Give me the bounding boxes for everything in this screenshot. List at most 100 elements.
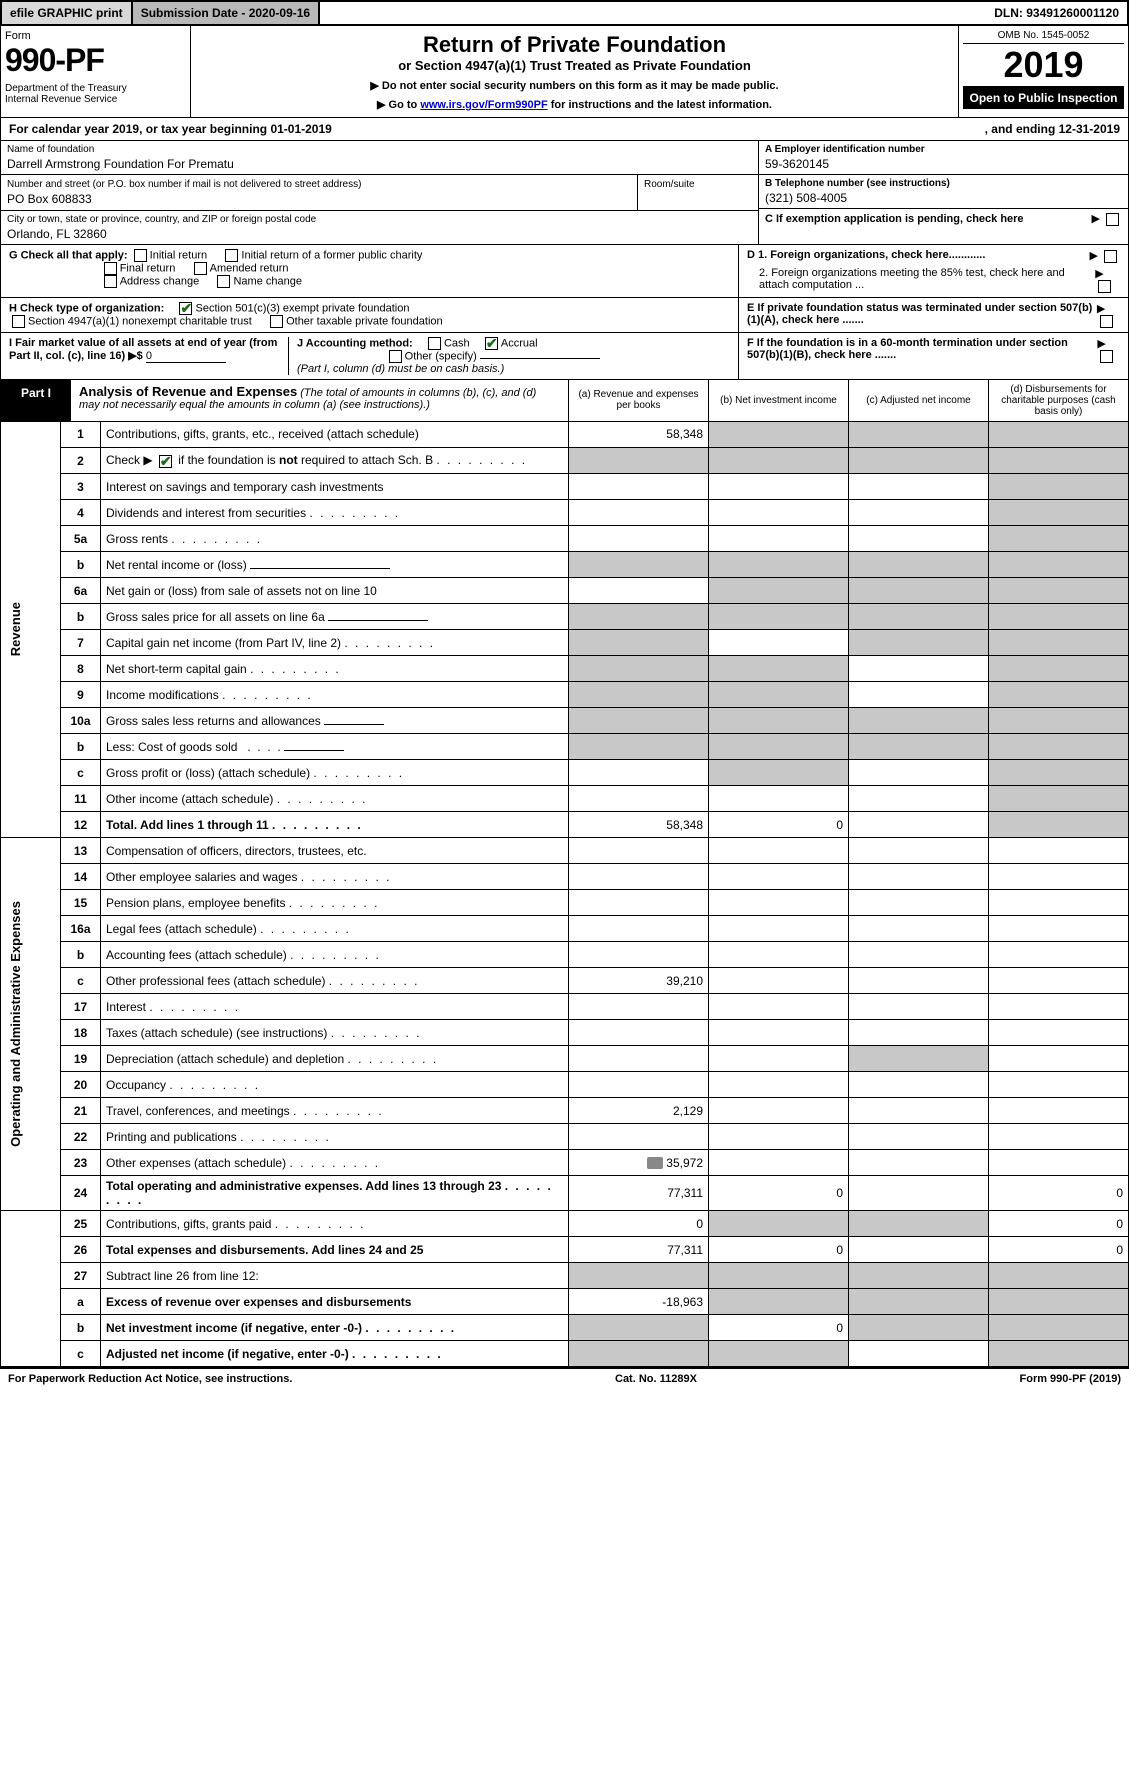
row-10b: b Less: Cost of goods sold . . . . [1, 734, 1129, 760]
row-26: 26 Total expenses and disbursements. Add… [1, 1237, 1129, 1263]
row-22: 22 Printing and publications [1, 1124, 1129, 1150]
part1-header: Part I Analysis of Revenue and Expenses … [0, 380, 1129, 422]
r12-a: 58,348 [569, 812, 709, 838]
g-initial-return-cb[interactable] [134, 249, 147, 262]
r4-a [569, 500, 709, 526]
r13-a [569, 838, 709, 864]
r10c-a [569, 760, 709, 786]
h2-label: Section 4947(a)(1) nonexempt charitable … [28, 315, 252, 327]
r16a-desc: Legal fees (attach schedule) [101, 916, 569, 942]
row-10a: 10a Gross sales less returns and allowan… [1, 708, 1129, 734]
r7-a [569, 630, 709, 656]
irs-link[interactable]: www.irs.gov/Form990PF [420, 99, 547, 111]
r24-d: 0 [989, 1176, 1129, 1211]
r16c-a: 39,210 [569, 968, 709, 994]
r6b-num: b [61, 604, 101, 630]
r6b-d [989, 604, 1129, 630]
city-cell: City or town, state or province, country… [1, 211, 758, 244]
j-other-input[interactable] [480, 358, 600, 359]
header-center: Return of Private Foundation or Section … [191, 26, 958, 117]
r11-c [849, 786, 989, 812]
r2-cb[interactable] [159, 455, 172, 468]
r8-c [849, 656, 989, 682]
g-address-change-cb[interactable] [104, 275, 117, 288]
e-section: E If private foundation status was termi… [738, 298, 1128, 332]
r27b-num: b [61, 1315, 101, 1341]
r26-desc: Total expenses and disbursements. Add li… [101, 1237, 569, 1263]
header-right: OMB No. 1545-0052 2019 Open to Public In… [958, 26, 1128, 117]
r10a-desc: Gross sales less returns and allowances [101, 708, 569, 734]
r26-a: 77,311 [569, 1237, 709, 1263]
part1-label: Part I [1, 380, 71, 421]
row-5b: b Net rental income or (loss) [1, 552, 1129, 578]
r8-a [569, 656, 709, 682]
d2-cb[interactable] [1098, 280, 1111, 293]
page-footer: For Paperwork Reduction Act Notice, see … [0, 1367, 1129, 1389]
entity-left: Name of foundation Darrell Armstrong Fou… [1, 141, 758, 244]
r16c-desc: Other professional fees (attach schedule… [101, 968, 569, 994]
r6a-a [569, 578, 709, 604]
j-cash: Cash [444, 337, 470, 349]
form-subtitle: or Section 4947(a)(1) Trust Treated as P… [199, 58, 950, 73]
e-cb[interactable] [1100, 315, 1113, 328]
d1-cb[interactable] [1104, 250, 1117, 263]
i-cell: I Fair market value of all assets at end… [9, 337, 289, 375]
row-13: Operating and Administrative Expenses 13… [1, 838, 1129, 864]
g-final-return-cb[interactable] [104, 262, 117, 275]
r13-desc: Compensation of officers, directors, tru… [101, 838, 569, 864]
r5b-desc: Net rental income or (loss) [101, 552, 569, 578]
r16a-num: 16a [61, 916, 101, 942]
note2-prefix: ▶ Go to [377, 99, 420, 111]
col-a-header: (a) Revenue and expenses per books [568, 380, 708, 421]
r9-a [569, 682, 709, 708]
g-amended-cb[interactable] [194, 262, 207, 275]
e-label: E If private foundation status was termi… [747, 302, 1097, 328]
r24-desc: Total operating and administrative expen… [101, 1176, 569, 1211]
i-j-f-row: I Fair market value of all assets at end… [1, 333, 1128, 379]
r18-num: 18 [61, 1020, 101, 1046]
h-other-cb[interactable] [270, 315, 283, 328]
c-checkbox[interactable] [1106, 213, 1119, 226]
r2-desc: Check ▶ if the foundation is not require… [101, 448, 569, 474]
foundation-name: Darrell Armstrong Foundation For Prematu [7, 155, 752, 171]
j-other-cb[interactable] [389, 350, 402, 363]
r27a-num: a [61, 1289, 101, 1315]
r27b-b: 0 [709, 1315, 849, 1341]
r3-a [569, 474, 709, 500]
f-cb[interactable] [1100, 350, 1113, 363]
attachment-icon[interactable] [647, 1157, 663, 1169]
row-27b: b Net investment income (if negative, en… [1, 1315, 1129, 1341]
row-23: 23 Other expenses (attach schedule) 35,9… [1, 1150, 1129, 1176]
phone-cell: B Telephone number (see instructions) (3… [759, 175, 1128, 209]
r8-num: 8 [61, 656, 101, 682]
r17-num: 17 [61, 994, 101, 1020]
r16b-num: b [61, 942, 101, 968]
r10a-d [989, 708, 1129, 734]
r10a-b [709, 708, 849, 734]
r13-num: 13 [61, 838, 101, 864]
r10c-c [849, 760, 989, 786]
r25-desc: Contributions, gifts, grants paid [101, 1211, 569, 1237]
entity-info-block: Name of foundation Darrell Armstrong Fou… [0, 141, 1129, 245]
r12-d [989, 812, 1129, 838]
r4-c [849, 500, 989, 526]
r1-b [709, 422, 849, 448]
r12-num: 12 [61, 812, 101, 838]
r6a-c [849, 578, 989, 604]
g-name-change-cb[interactable] [217, 275, 230, 288]
r9-d [989, 682, 1129, 708]
part1-title-cell: Analysis of Revenue and Expenses (The to… [71, 380, 568, 421]
r9-desc: Income modifications [101, 682, 569, 708]
j-cash-cb[interactable] [428, 337, 441, 350]
r19-num: 19 [61, 1046, 101, 1072]
omb-number: OMB No. 1545-0052 [963, 28, 1124, 44]
h-4947-cb[interactable] [12, 315, 25, 328]
j-accrual-cb[interactable] [485, 337, 498, 350]
h-501c3-cb[interactable] [179, 302, 192, 315]
r10b-desc: Less: Cost of goods sold . . . . [101, 734, 569, 760]
g-initial-former-cb[interactable] [225, 249, 238, 262]
row-11: 11 Other income (attach schedule) [1, 786, 1129, 812]
r21-num: 21 [61, 1098, 101, 1124]
r8-b [709, 656, 849, 682]
r23-a: 35,972 [569, 1150, 709, 1176]
